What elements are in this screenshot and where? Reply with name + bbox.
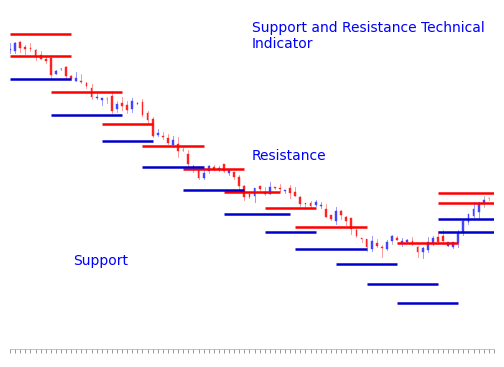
Bar xyxy=(30,48,31,49)
Bar xyxy=(284,190,286,191)
Bar xyxy=(111,96,113,111)
Bar xyxy=(238,177,240,186)
Bar xyxy=(274,187,276,188)
Bar xyxy=(417,247,418,252)
Bar xyxy=(248,195,250,197)
Bar xyxy=(167,138,169,143)
Bar xyxy=(447,243,449,246)
Bar xyxy=(132,101,133,109)
Bar xyxy=(442,236,444,241)
Bar xyxy=(187,154,189,164)
Bar xyxy=(401,241,403,243)
Bar xyxy=(218,168,220,170)
Bar xyxy=(350,218,352,229)
Bar xyxy=(279,188,281,189)
Bar xyxy=(309,203,311,206)
Bar xyxy=(172,140,174,145)
Bar xyxy=(152,119,154,136)
Bar xyxy=(55,71,57,74)
Bar xyxy=(427,241,428,250)
Bar xyxy=(208,166,210,171)
Bar xyxy=(91,88,92,97)
Bar xyxy=(233,172,235,177)
Bar xyxy=(203,172,205,178)
Bar xyxy=(473,209,474,215)
Bar xyxy=(177,144,179,151)
Bar xyxy=(264,192,266,193)
Bar xyxy=(157,132,159,135)
Bar xyxy=(101,98,103,99)
Bar xyxy=(315,202,317,204)
Bar xyxy=(468,214,469,222)
Bar xyxy=(457,232,459,243)
Bar xyxy=(488,198,490,199)
Bar xyxy=(50,58,52,75)
Bar xyxy=(452,242,454,247)
Bar xyxy=(40,55,41,59)
Bar xyxy=(269,187,271,194)
Text: Support: Support xyxy=(73,254,128,268)
Bar xyxy=(45,59,47,61)
Bar xyxy=(86,83,87,86)
Bar xyxy=(198,169,200,178)
Bar xyxy=(299,197,301,204)
Bar xyxy=(345,217,347,221)
Bar xyxy=(96,97,98,98)
Bar xyxy=(406,240,408,242)
Bar xyxy=(70,76,72,79)
Bar xyxy=(76,78,77,81)
Bar xyxy=(162,136,164,137)
Bar xyxy=(121,103,123,106)
Bar xyxy=(391,236,393,241)
Bar xyxy=(213,167,215,170)
Bar xyxy=(142,102,144,115)
Bar xyxy=(437,237,439,241)
Bar xyxy=(483,200,485,203)
Bar xyxy=(259,186,261,189)
Bar xyxy=(223,164,225,171)
Bar xyxy=(294,192,296,196)
Bar xyxy=(320,205,322,206)
Bar xyxy=(381,247,383,248)
Bar xyxy=(25,47,26,49)
Text: Support and Resistance Technical
Indicator: Support and Resistance Technical Indicat… xyxy=(252,21,485,51)
Bar xyxy=(116,104,118,109)
Bar xyxy=(289,188,291,193)
Bar xyxy=(412,241,413,244)
Bar xyxy=(335,211,337,221)
Bar xyxy=(432,238,434,244)
Bar xyxy=(127,105,128,110)
Bar xyxy=(137,103,138,104)
Bar xyxy=(81,81,82,82)
Bar xyxy=(193,166,195,169)
Bar xyxy=(304,203,306,204)
Bar xyxy=(228,170,230,173)
Bar xyxy=(325,209,327,217)
Text: Resistance: Resistance xyxy=(252,149,327,163)
Bar xyxy=(254,189,256,196)
Bar xyxy=(330,215,332,219)
Bar xyxy=(422,247,423,252)
Bar xyxy=(386,242,388,250)
Bar xyxy=(355,230,357,236)
Bar xyxy=(243,186,245,197)
Bar xyxy=(14,43,16,51)
Bar xyxy=(396,238,398,240)
Bar xyxy=(478,203,479,212)
Bar xyxy=(371,241,372,249)
Bar xyxy=(19,43,21,47)
Bar xyxy=(376,243,377,246)
Bar xyxy=(366,239,367,247)
Bar xyxy=(147,113,149,120)
Bar xyxy=(340,211,342,215)
Bar xyxy=(65,67,67,76)
Bar xyxy=(463,221,464,233)
Bar xyxy=(35,50,36,57)
